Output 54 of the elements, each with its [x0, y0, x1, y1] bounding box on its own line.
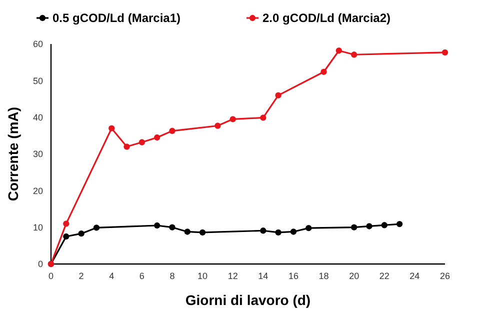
- y-tick-label: 0: [38, 259, 43, 270]
- x-tick-label: 2: [78, 271, 84, 281]
- x-tick-label: 18: [318, 271, 329, 281]
- point: [275, 229, 282, 236]
- point: [138, 139, 146, 146]
- point: [350, 224, 358, 230]
- point: [184, 228, 190, 235]
- point: [396, 220, 403, 228]
- x-tick-label: 26: [440, 271, 450, 281]
- point: [275, 92, 282, 98]
- legend-label: 0.5 gCOD/Ld (Marcia1): [52, 11, 181, 26]
- point: [306, 224, 312, 232]
- point: [336, 48, 342, 54]
- y-axis-title: Corrente (mA): [5, 106, 21, 202]
- point: [290, 228, 297, 235]
- y-tick-label: 60: [32, 39, 43, 50]
- x-axis-title: Giorni di lavoro (d): [185, 292, 311, 308]
- y-tick-label: 50: [32, 76, 43, 86]
- y-tick-label: 40: [32, 112, 43, 122]
- point: [63, 220, 70, 227]
- x-tick-label: 4: [109, 271, 114, 281]
- y-tick-label: 10: [32, 222, 43, 232]
- x-tick-label: 10: [198, 271, 208, 281]
- x-tick-label: 20: [349, 271, 360, 281]
- point: [350, 52, 358, 58]
- point: [381, 222, 388, 228]
- x-tick-label: 8: [170, 271, 175, 281]
- point: [93, 224, 100, 231]
- point: [199, 229, 206, 236]
- point: [124, 144, 130, 150]
- x-tick-label: 24: [410, 271, 420, 281]
- x-tick-label: 14: [258, 271, 268, 281]
- point: [260, 114, 266, 121]
- x-tick-label: 6: [139, 271, 144, 281]
- x-tick-label: 22: [379, 271, 390, 281]
- point: [169, 224, 176, 230]
- x-tick-label: 12: [228, 271, 238, 281]
- point: [63, 233, 70, 240]
- point: [214, 122, 221, 129]
- point: [154, 222, 160, 229]
- legend-label: 2.0 gCOD/Ld (Marcia2): [262, 11, 391, 26]
- point: [366, 223, 372, 230]
- point: [78, 230, 84, 237]
- point: [260, 228, 266, 234]
- y-tick-label: 30: [32, 149, 43, 160]
- x-tick-label: 0: [48, 271, 54, 281]
- point: [442, 49, 448, 56]
- y-tick-label: 20: [32, 186, 43, 196]
- point: [169, 128, 176, 134]
- x-tick-label: 16: [288, 271, 298, 281]
- point: [154, 134, 160, 141]
- point: [108, 125, 115, 132]
- point: [320, 68, 327, 75]
- point: [230, 116, 236, 122]
